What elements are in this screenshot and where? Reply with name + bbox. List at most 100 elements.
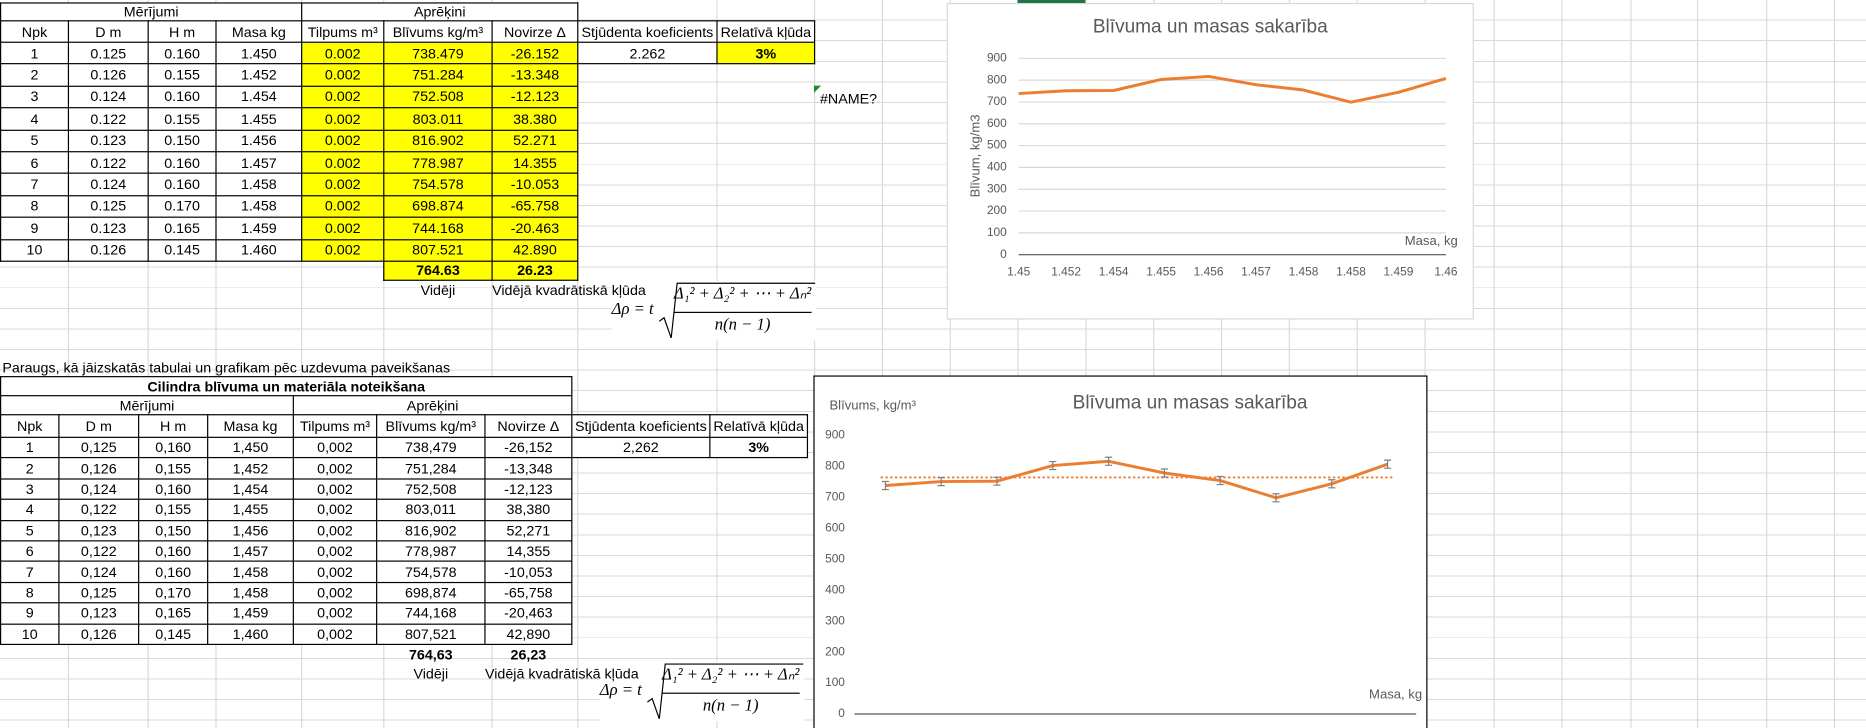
table-row: 10 0.126 0.145 1.460 0.002 807.521 42.890	[0, 238, 815, 262]
table-cell: 0,002	[292, 540, 378, 563]
table-cell: 0.123	[67, 129, 149, 153]
table-row: 8 0.125 0.170 1.458 0.002 698.874 -65.758	[0, 194, 815, 218]
column-header: Novirze Δ	[484, 414, 573, 438]
table-cell: 0.123	[67, 216, 149, 240]
table-cell: 0.002	[301, 172, 385, 197]
error-cell: 26,23	[510, 646, 547, 664]
table-row: Mērījumi Aprēķini	[0, 395, 808, 416]
empty-cell	[59, 644, 139, 664]
empty-cell	[572, 562, 710, 583]
table-cell: 0,002	[292, 560, 378, 583]
table-cell: 803.011	[383, 107, 493, 131]
table-cell: 744.168	[383, 216, 493, 240]
table-row: 7 0.124 0.160 1.458 0.002 754.578 -10.053	[0, 172, 815, 197]
formula-lhs: Δρ = t	[611, 301, 654, 319]
table-cell: 7	[0, 172, 70, 197]
table-cell: 0,122	[58, 498, 140, 521]
empty-cell	[717, 217, 815, 239]
fraction-line	[673, 311, 812, 313]
chart-area	[946, 2, 1474, 320]
table-cell: 10	[0, 238, 70, 262]
table-cell: -65,758	[484, 581, 573, 604]
data-table: Cilindra blīvuma un materiāla noteikšana…	[0, 376, 809, 684]
column-line	[813, 0, 816, 728]
empty-cell	[572, 603, 710, 624]
column-header: Npk	[0, 414, 60, 438]
empty-cell	[717, 280, 815, 300]
table-cell: 754,578	[376, 560, 486, 583]
group-header: Mērījumi	[0, 2, 303, 22]
table-cell: -10.053	[491, 172, 579, 197]
y-tick-label: 800	[825, 459, 845, 473]
empty-cell	[710, 562, 808, 583]
table-row: 3 0,124 0,160 1,454 0,002 752,508 -12,123	[0, 478, 808, 501]
empty-cell	[572, 458, 710, 479]
table-cell: 0.002	[301, 41, 385, 65]
empty-cell	[710, 582, 808, 603]
table-cell: 0.125	[67, 41, 149, 65]
table-cell: 0.170	[147, 194, 217, 218]
table-cell: 14,355	[484, 540, 573, 563]
table-cell: 698,874	[376, 581, 486, 604]
formula-denominator: n(n − 1)	[702, 697, 759, 716]
table-cell: 0,123	[58, 519, 140, 542]
y-tick-label: 400	[825, 582, 845, 596]
table-row: 1 0,125 0,160 1,450 0,002 738,479 -26,152 2,262…	[0, 436, 809, 459]
table-row: 764,63 26,23	[1, 644, 808, 664]
empty-cell	[208, 644, 294, 664]
table-cell: 0.002	[301, 238, 385, 262]
column-header: Tilpums m³	[292, 414, 378, 438]
column-line	[1697, 0, 1699, 728]
table-cell: 1,459	[207, 602, 294, 625]
table-row: 9 0,123 0,165 1,459 0,002 744,168 -20,463	[0, 602, 808, 625]
empty-cell	[572, 624, 710, 645]
x-axis-label: Masa, kg	[1369, 686, 1422, 701]
empty-cell	[717, 239, 815, 261]
table-cell: 1.454	[215, 85, 303, 109]
table-cell: 3	[0, 478, 60, 501]
table-cell: 1,457	[207, 540, 294, 563]
column-line	[301, 0, 303, 728]
y-tick-label: 600	[987, 116, 1007, 130]
column-line	[1356, 0, 1358, 728]
table-cell: 1.458	[215, 194, 303, 218]
y-tick-label: 200	[825, 644, 845, 658]
column-header: Blīvums kg/m³	[383, 20, 493, 43]
column-header: Relatīvā kļūda	[716, 20, 816, 43]
table-cell: 0,002	[292, 622, 378, 645]
table-cell: 0,160	[138, 560, 209, 583]
table-row: Cilindra blīvuma un materiāla noteikšana	[0, 376, 808, 397]
y-tick-label: 300	[987, 181, 1007, 195]
sample-caption: Paraugs, kā jāizskatās tabulai un grafik…	[2, 359, 451, 377]
table-cell: 0.160	[147, 151, 217, 175]
fraction-line	[661, 692, 800, 694]
column-line	[1630, 0, 1632, 728]
table-cell: 0.002	[301, 151, 385, 175]
table-cell: 9	[0, 602, 60, 625]
column-line	[1561, 0, 1563, 728]
x-tick-label: 1.456	[1194, 265, 1224, 279]
table-cell: 0,165	[138, 602, 209, 625]
table-cell: 3%	[716, 41, 816, 65]
table-cell: -13.348	[491, 63, 579, 87]
column-header: H m	[138, 414, 209, 438]
table-cell: 1.450	[215, 41, 303, 65]
empty-cell	[710, 458, 808, 479]
table-cell: 0,125	[58, 581, 140, 604]
column-header: Masa kg	[207, 414, 294, 438]
table-cell: 0,122	[58, 540, 140, 563]
table-cell: 0,002	[292, 436, 378, 459]
table-cell: 0.002	[301, 216, 385, 240]
empty-cell	[68, 261, 148, 280]
table-cell: 0.125	[67, 194, 149, 218]
empty-cell	[717, 86, 815, 108]
table-cell: 0.122	[67, 151, 149, 175]
empty-cell	[717, 195, 815, 217]
table-row: 4 0,122 0,155 1,455 0,002 803,011 38,380	[0, 498, 808, 521]
empty-cell	[139, 644, 208, 664]
table-cell: 0.002	[301, 194, 385, 218]
empty-cell	[1, 665, 59, 684]
empty-cell	[578, 3, 717, 21]
empty-cell	[572, 499, 710, 520]
column-line	[1017, 0, 1019, 728]
